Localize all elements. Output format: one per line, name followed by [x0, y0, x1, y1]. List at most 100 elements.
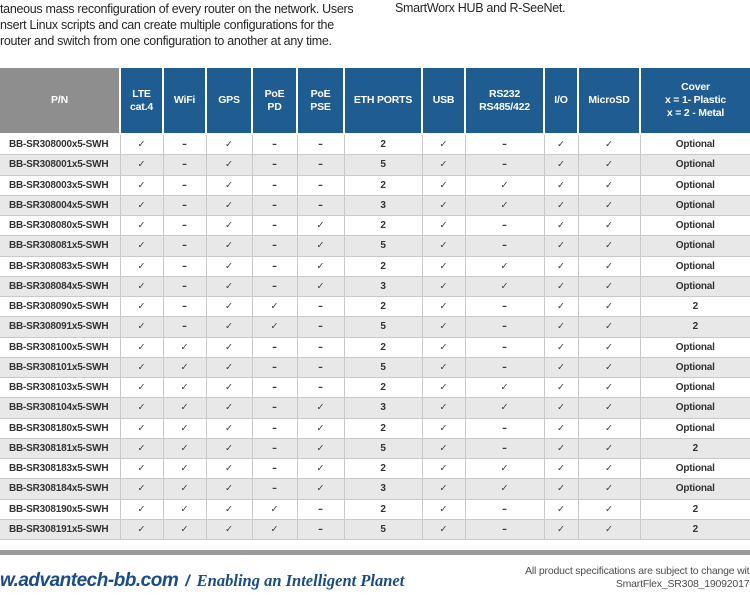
check-icon: ✓: [120, 195, 164, 217]
dash-icon: –: [465, 154, 545, 176]
value-cell: Optional: [640, 134, 750, 156]
table-row: BB-SR308083x5-SWH ✓ – ✓ – ✓ 2 ✓ ✓ ✓ ✓ Optional: [0, 256, 750, 277]
check-icon: ✓: [163, 519, 207, 541]
dash-icon: –: [465, 316, 545, 338]
check-icon: ✓: [206, 195, 253, 217]
check-icon: ✓: [163, 478, 207, 500]
dash-icon: –: [465, 134, 545, 156]
part-number-cell: BB-SR308091x5-SWH: [0, 316, 121, 338]
check-icon: ✓: [465, 458, 545, 480]
table-row: BB-SR308084x5-SWH ✓ – ✓ – ✓ 3 ✓ ✓ ✓ ✓ Optional: [0, 276, 750, 298]
check-icon: ✓: [422, 377, 466, 399]
part-number-cell: BB-SR308080x5-SWH: [0, 215, 121, 237]
value-cell: 5: [344, 235, 423, 257]
check-icon: ✓: [163, 418, 207, 439]
part-number-cell: BB-SR308191x5-SWH: [0, 519, 121, 541]
check-icon: ✓: [422, 499, 466, 520]
value-cell: 2: [344, 296, 423, 318]
check-icon: ✓: [422, 154, 466, 176]
check-icon: ✓: [578, 154, 641, 176]
check-icon: ✓: [544, 256, 579, 277]
dash-icon: –: [465, 499, 545, 520]
dash-icon: –: [252, 478, 298, 500]
check-icon: ✓: [422, 337, 466, 358]
value-cell: 5: [344, 154, 423, 176]
check-icon: ✓: [544, 195, 579, 217]
table-row: BB-SR308180x5-SWH ✓ ✓ ✓ – ✓ 2 ✓ – ✓ ✓ Optional: [0, 418, 750, 439]
check-icon: ✓: [465, 397, 545, 419]
column-header-microsd: MicroSD: [578, 68, 641, 135]
check-icon: ✓: [578, 235, 641, 257]
product-ordering-table: P/N LTE cat.4 WiFi GPS PoE PD PoE PSE ETH PORTS US…: [0, 68, 750, 541]
dash-icon: –: [252, 276, 298, 298]
check-icon: ✓: [465, 276, 545, 298]
part-number-cell: BB-SR308083x5-SWH: [0, 256, 121, 277]
value-cell: Optional: [640, 397, 750, 419]
check-icon: ✓: [120, 438, 164, 460]
check-icon: ✓: [252, 499, 298, 520]
check-icon: ✓: [120, 154, 164, 176]
table-row: BB-SR308190x5-SWH ✓ ✓ ✓ ✓ –2 ✓ – ✓ ✓ 2: [0, 499, 750, 520]
check-icon: ✓: [422, 357, 466, 379]
check-icon: ✓: [206, 256, 253, 277]
footer-divider-bar: [0, 550, 750, 555]
check-icon: ✓: [465, 478, 545, 500]
check-icon: ✓: [206, 438, 253, 460]
dash-icon: –: [163, 296, 207, 318]
check-icon: ✓: [252, 316, 298, 338]
check-icon: ✓: [163, 438, 207, 460]
part-number-cell: BB-SR308000x5-SWH: [0, 134, 121, 156]
part-number-cell: BB-SR308104x5-SWH: [0, 397, 121, 419]
table-row: BB-SR308091x5-SWH ✓ – ✓ ✓ –5 ✓ – ✓ ✓ 2: [0, 316, 750, 338]
document-code: SmartFlex_SR308_19092017d: [615, 578, 750, 590]
dash-icon: –: [465, 337, 545, 358]
dash-icon: –: [297, 499, 345, 520]
check-icon: ✓: [422, 235, 466, 257]
check-icon: ✓: [578, 175, 641, 196]
check-icon: ✓: [297, 276, 345, 298]
check-icon: ✓: [422, 418, 466, 439]
check-icon: ✓: [544, 418, 579, 439]
check-icon: ✓: [120, 215, 164, 237]
check-icon: ✓: [544, 175, 579, 196]
footer-separator: /: [185, 573, 190, 590]
check-icon: ✓: [252, 519, 298, 541]
value-cell: 2: [344, 499, 423, 520]
check-icon: ✓: [422, 397, 466, 419]
value-cell: 5: [344, 357, 423, 379]
check-icon: ✓: [578, 418, 641, 439]
check-icon: ✓: [206, 337, 253, 358]
check-icon: ✓: [578, 458, 641, 480]
check-icon: ✓: [578, 397, 641, 419]
table-row: BB-SR308101x5-SWH ✓ ✓ ✓ – –5 ✓ – ✓ ✓ Optional: [0, 357, 750, 379]
dash-icon: –: [252, 397, 298, 419]
check-icon: ✓: [297, 397, 345, 419]
check-icon: ✓: [544, 134, 579, 156]
footer-tagline: Enabling an Intelligent Planet: [196, 571, 405, 590]
check-icon: ✓: [422, 175, 466, 196]
check-icon: ✓: [206, 154, 253, 176]
part-number-cell: BB-SR308181x5-SWH: [0, 438, 121, 460]
value-cell: Optional: [640, 357, 750, 379]
column-header-cover: Cover x = 1- Plastic x = 2 - Metal: [640, 68, 750, 135]
value-cell: 2: [344, 215, 423, 237]
check-icon: ✓: [544, 276, 579, 298]
value-cell: Optional: [640, 195, 750, 217]
check-icon: ✓: [544, 438, 579, 460]
check-icon: ✓: [544, 357, 579, 379]
check-icon: ✓: [544, 235, 579, 257]
value-cell: 2: [344, 256, 423, 277]
dash-icon: –: [252, 235, 298, 257]
column-header-usb: USB: [422, 68, 466, 135]
column-header-lte-cat4: LTE cat.4: [120, 68, 164, 135]
check-icon: ✓: [544, 215, 579, 237]
check-icon: ✓: [422, 438, 466, 460]
dash-icon: –: [252, 154, 298, 176]
website-link[interactable]: w.advantech-bb.com: [0, 570, 179, 591]
column-header-wifi: WiFi: [163, 68, 207, 135]
value-cell: Optional: [640, 154, 750, 176]
value-cell: Optional: [640, 235, 750, 257]
check-icon: ✓: [163, 357, 207, 379]
check-icon: ✓: [206, 276, 253, 298]
dash-icon: –: [465, 215, 545, 237]
